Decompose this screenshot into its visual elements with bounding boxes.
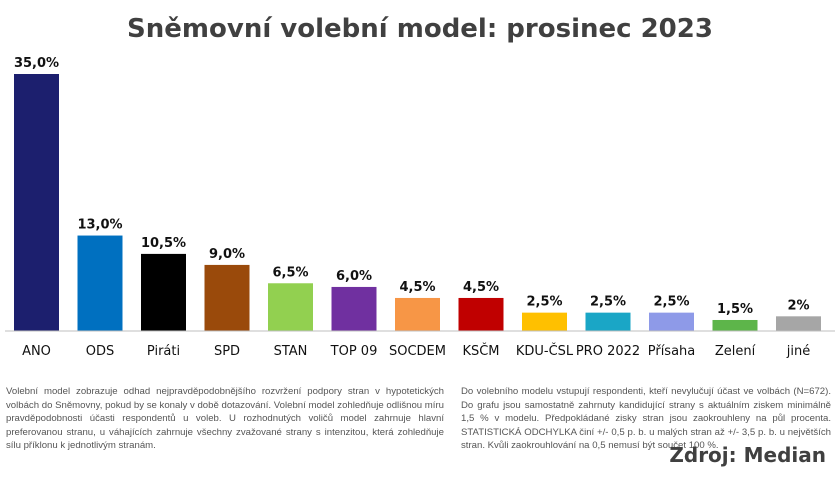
- category-label-zeleni: Zelení: [715, 344, 756, 359]
- methodology-note-left: Volební model zobrazuje odhad nejpravděp…: [6, 386, 444, 452]
- category-label-prisaha: Přísaha: [648, 344, 696, 359]
- value-label-ano: 35,0%: [14, 56, 59, 71]
- value-label-pirati: 10,5%: [141, 236, 186, 251]
- category-label-spd: SPD: [214, 344, 240, 359]
- value-label-spd: 9,0%: [209, 247, 245, 262]
- bar-top-09: [331, 286, 377, 331]
- bar-kscm: [458, 297, 504, 331]
- methodology-note-right: Do volebního modelu vstupují respondenti…: [461, 386, 831, 452]
- category-label-ods: ODS: [86, 344, 115, 359]
- bar-stan: [268, 283, 313, 331]
- labels-layer: 35,0% ANO 13,0% ODS 10,5% Piráti 9,0% SPD 6,5% ST…: [14, 56, 810, 359]
- category-label-pirati: Piráti: [147, 344, 180, 359]
- value-label-stan: 6,5%: [272, 265, 308, 280]
- bar-ods: [77, 235, 123, 331]
- value-label-socdem: 4,5%: [399, 280, 435, 295]
- value-label-jine: 2%: [787, 298, 809, 313]
- source-label: Zdroj: Median: [669, 443, 826, 467]
- category-label-kdu-csl: KDU-ČSL: [516, 343, 574, 359]
- value-label-kdu-csl: 2,5%: [526, 295, 562, 310]
- chart-title: Sněmovní volební model: prosinec 2023: [127, 14, 713, 44]
- value-label-kscm: 4,5%: [463, 280, 499, 295]
- bar-pirati: [141, 253, 186, 331]
- bar-spd: [204, 264, 250, 331]
- bars-layer: [14, 74, 821, 331]
- value-label-top-09: 6,0%: [336, 269, 372, 284]
- category-label-jine: jiné: [786, 344, 810, 359]
- category-label-socdem: SOCDEM: [389, 344, 446, 359]
- category-label-ano: ANO: [22, 344, 51, 359]
- value-label-zeleni: 1,5%: [717, 302, 753, 317]
- category-label-pro-2022: PRO 2022: [576, 344, 640, 359]
- bar-jine: [776, 316, 821, 331]
- bar-zeleni: [712, 319, 758, 331]
- bar-ano: [14, 74, 59, 331]
- value-label-pro-2022: 2,5%: [590, 295, 626, 310]
- category-label-top-09: TOP 09: [330, 344, 378, 359]
- bar-pro-2022: [585, 312, 631, 331]
- bar-kdu-csl: [522, 312, 567, 331]
- value-label-prisaha: 2,5%: [653, 295, 689, 310]
- bar-prisaha: [649, 312, 694, 331]
- value-label-ods: 13,0%: [77, 218, 122, 233]
- category-label-kscm: KSČM: [462, 343, 499, 359]
- bar-socdem: [395, 297, 440, 331]
- category-label-stan: STAN: [274, 344, 308, 359]
